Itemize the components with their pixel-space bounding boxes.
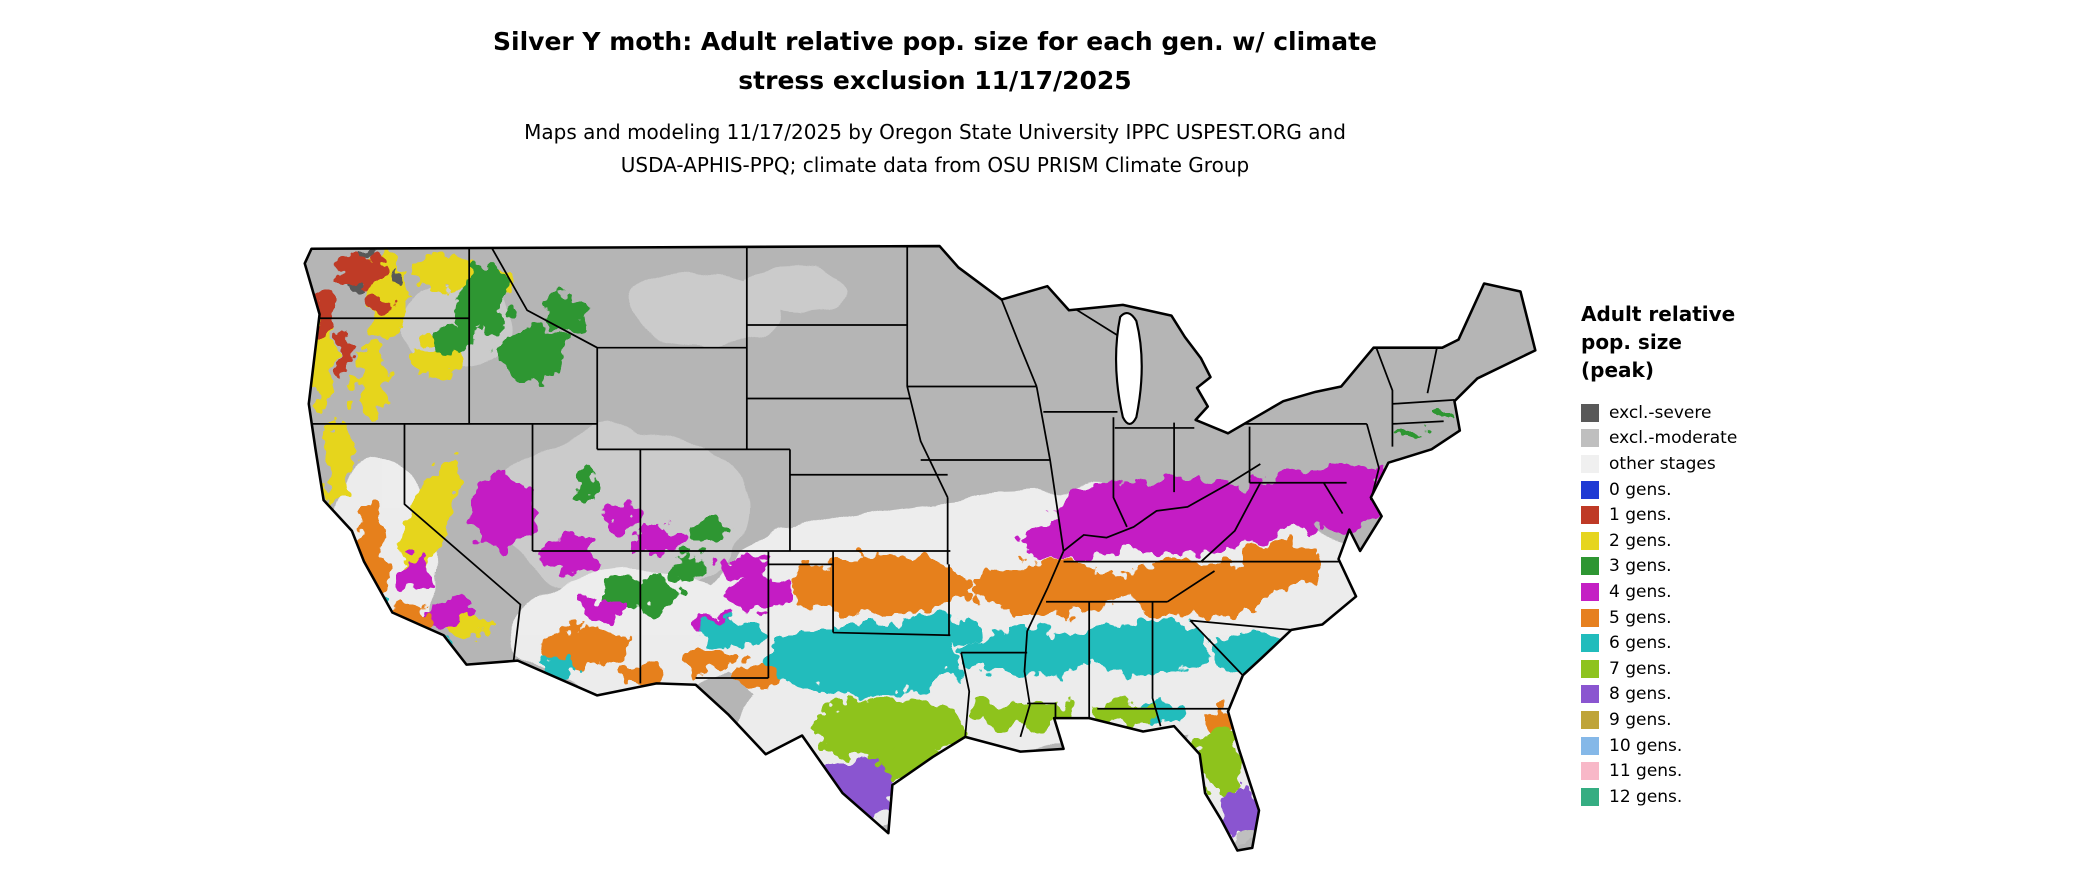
- map-subtitle: Maps and modeling 11/17/2025 by Oregon S…: [0, 116, 1870, 182]
- legend-items: excl.-severe excl.-moderate other stages…: [1581, 400, 1831, 810]
- header: Silver Y moth: Adult relative pop. size …: [0, 22, 1870, 182]
- legend-swatch: [1581, 531, 1599, 550]
- map-title-line-1: Silver Y moth: Adult relative pop. size …: [493, 27, 1377, 56]
- legend-item: 9 gens.: [1581, 707, 1831, 733]
- legend-item-label: 8 gens.: [1609, 684, 1672, 705]
- legend-item: 4 gens.: [1581, 579, 1831, 605]
- legend-item-label: 11 gens.: [1609, 761, 1683, 782]
- legend-item-label: excl.-severe: [1609, 402, 1712, 423]
- legend-item-label: 0 gens.: [1609, 479, 1672, 500]
- legend-swatch: [1581, 659, 1599, 678]
- legend-item: excl.-severe: [1581, 400, 1831, 426]
- legend-swatch: [1581, 710, 1599, 729]
- legend-item-label: other stages: [1609, 453, 1716, 474]
- legend-item-label: 4 gens.: [1609, 581, 1672, 602]
- legend-item-label: 7 gens.: [1609, 658, 1672, 679]
- legend-swatch: [1581, 787, 1599, 806]
- legend-swatch: [1581, 506, 1599, 525]
- legend-swatch: [1581, 608, 1599, 627]
- map-subtitle-line-1: Maps and modeling 11/17/2025 by Oregon S…: [524, 120, 1346, 144]
- legend-item-label: 5 gens.: [1609, 607, 1672, 628]
- legend-swatch: [1581, 429, 1599, 448]
- us-map: [298, 230, 1538, 888]
- map-subtitle-line-2: USDA-APHIS-PPQ; climate data from OSU PR…: [620, 153, 1250, 177]
- legend-item: 5 gens.: [1581, 605, 1831, 631]
- map-region-excl-moderate-flecks: [874, 818, 1255, 848]
- legend-item: 2 gens.: [1581, 528, 1831, 554]
- legend-item-label: excl.-moderate: [1609, 428, 1738, 449]
- legend-item: 10 gens.: [1581, 733, 1831, 759]
- legend-item-label: 2 gens.: [1609, 530, 1672, 551]
- lake-michigan: [1114, 312, 1143, 425]
- legend-item: 3 gens.: [1581, 554, 1831, 580]
- state-borders: [311, 246, 1455, 738]
- legend-title-line-1: Adult relative: [1581, 302, 1736, 326]
- legend-item-label: 3 gens.: [1609, 556, 1672, 577]
- legend-item-label: 6 gens.: [1609, 633, 1672, 654]
- legend-item: 7 gens.: [1581, 656, 1831, 682]
- legend-item-label: 10 gens.: [1609, 735, 1683, 756]
- legend-swatch: [1581, 480, 1599, 499]
- legend-item: 1 gens.: [1581, 502, 1831, 528]
- legend-swatch: [1581, 403, 1599, 422]
- legend-swatch: [1581, 582, 1599, 601]
- legend-title-line-2: pop. size: [1581, 330, 1682, 354]
- legend-item: other stages: [1581, 451, 1831, 477]
- legend-swatch: [1581, 736, 1599, 755]
- legend-item: 12 gens.: [1581, 784, 1831, 810]
- legend-item-label: 12 gens.: [1609, 786, 1683, 807]
- us-map-svg: [303, 244, 1537, 852]
- legend-item: 8 gens.: [1581, 682, 1831, 708]
- legend-item: 0 gens.: [1581, 477, 1831, 503]
- map-region-1-gens: [315, 252, 394, 371]
- legend-item: 11 gens.: [1581, 758, 1831, 784]
- map-title-line-2: stress exclusion 11/17/2025: [738, 66, 1132, 95]
- legend-swatch: [1581, 454, 1599, 473]
- legend-swatch: [1581, 634, 1599, 653]
- legend-item-label: 9 gens.: [1609, 709, 1672, 730]
- legend-swatch: [1581, 762, 1599, 781]
- legend-item: 6 gens.: [1581, 630, 1831, 656]
- legend-item-label: 1 gens.: [1609, 505, 1672, 526]
- legend-title-line-3: (peak): [1581, 358, 1654, 382]
- legend: Adult relative pop. size (peak) excl.-se…: [1581, 300, 1831, 810]
- legend-item: excl.-moderate: [1581, 426, 1831, 452]
- legend-swatch: [1581, 685, 1599, 704]
- legend-swatch: [1581, 557, 1599, 576]
